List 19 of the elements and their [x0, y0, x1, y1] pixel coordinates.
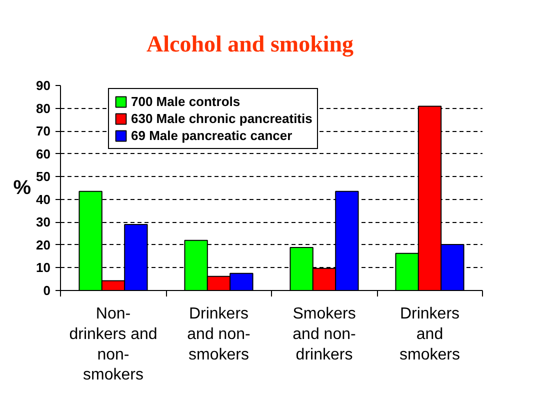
y-tick-label: 60 — [36, 146, 51, 162]
y-tick-label: 30 — [36, 214, 51, 230]
y-axis-title: % — [13, 177, 32, 199]
y-tick-label: 0 — [43, 283, 51, 298]
y-tick-label: 10 — [36, 260, 51, 276]
x-tick-label: Non- drinkers and non- smokers — [69, 306, 158, 384]
x-tick-label: Smokers and non- drinkers — [292, 306, 356, 364]
x-tick-label: Drinkers and smokers — [400, 306, 460, 364]
legend-label: 630 Male chronic pancreatitis — [131, 111, 312, 126]
y-tick-label: 50 — [36, 169, 51, 184]
legend-label: 69 Male pancreatic cancer — [131, 128, 292, 143]
y-tick-label: 20 — [36, 237, 51, 252]
chart-title: Alcohol and smoking — [146, 32, 354, 58]
y-tick-label: 80 — [36, 100, 51, 116]
y-tick-label: 90 — [36, 78, 51, 93]
y-tick-label: 70 — [36, 124, 51, 139]
y-tick-label: 40 — [36, 192, 51, 207]
legend-label: 700 Male controls — [131, 94, 240, 109]
x-tick-label: Drinkers and non- smokers — [187, 306, 250, 364]
